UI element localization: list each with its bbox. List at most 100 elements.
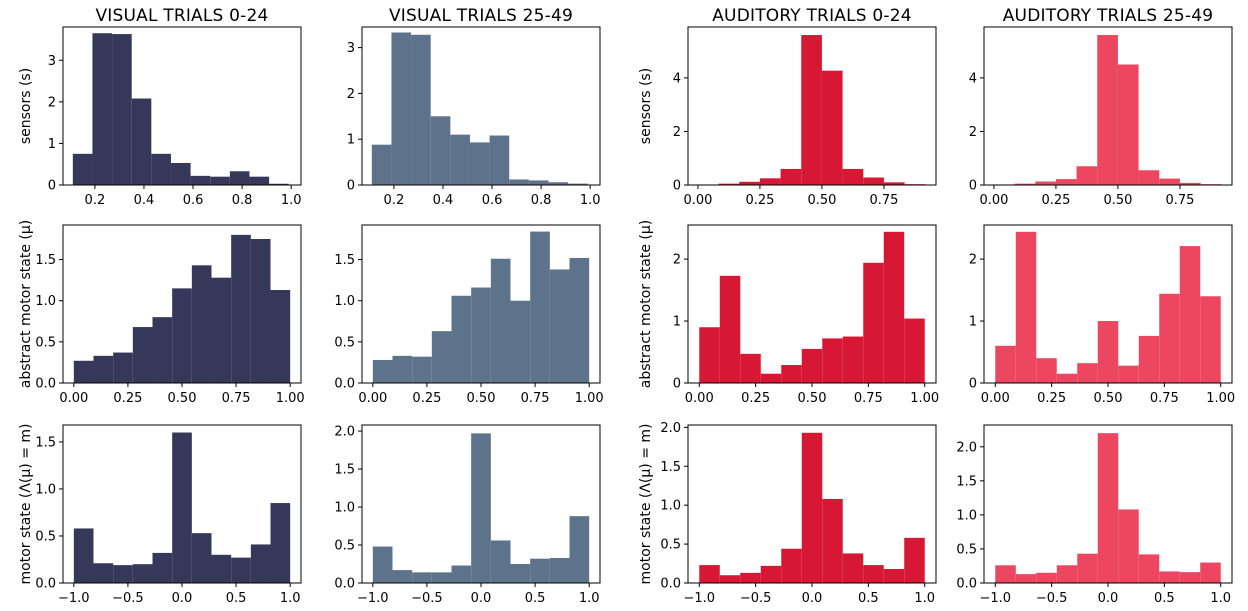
column-title-1: VISUAL TRIALS 0-24	[95, 6, 268, 26]
y-tick-label-0-5: 0.5	[35, 529, 56, 544]
x-tick-label-1-0: −1.0	[979, 591, 1011, 606]
x-tick-label-0-8: 0.8	[232, 193, 253, 208]
y-tick-label-1-0: 1.0	[334, 294, 355, 309]
plot-frame	[62, 26, 302, 186]
bar-r1-c2-bin-4	[430, 116, 451, 185]
panel-r1-c1: 0.2 0.4 0.6 0.8 1.0 0 1 2 3	[48, 26, 302, 208]
y-axis-label-r1-c1: sensors (s)	[18, 68, 34, 144]
bar-r1-c2-bin-7	[489, 135, 510, 185]
bar-r2-c4-bin-11	[1200, 296, 1221, 383]
bar-r3-c2-bin-10	[549, 557, 570, 583]
x-tick-label-0-25: 0.25	[1041, 193, 1070, 208]
y-tick-label-0-0: 0.0	[660, 577, 681, 592]
bar-r1-c2-bin-5	[450, 134, 470, 185]
bar-r3-c1-bin-10	[250, 544, 271, 583]
bar-r1-c1-bin-3	[112, 34, 132, 185]
bar-r3-c2-bin-5	[451, 565, 472, 583]
bar-r3-c1-bin-5	[152, 552, 173, 583]
bar-r2-c1-bin-11	[270, 290, 291, 383]
column-titles: VISUAL TRIALS 0-24 VISUAL TRIALS 25-49 AUD…	[95, 6, 1213, 26]
bar-r1-c1-bin-2	[92, 33, 113, 185]
y-tick-label-0-5: 0.5	[956, 542, 977, 557]
bar-r2-c1-bin-8	[211, 277, 232, 383]
y-tick-label-1-0: 1.0	[660, 499, 681, 514]
bar-r2-c3-bin-9	[863, 262, 884, 383]
panel-r2-c1: 0.00 0.25 0.50 0.75 1.00 0.0 0.5 1.0 1.5	[35, 224, 305, 406]
bar-r2-c4-bin-6	[1097, 321, 1119, 383]
y-tick-label-1: 1	[48, 137, 56, 152]
bar-r1-c2-bin-1	[371, 144, 392, 185]
y-tick-label-2: 2	[673, 125, 681, 140]
bar-r2-c4-bin-9	[1159, 293, 1180, 383]
column-title-3: AUDITORY TRIALS 0-24	[712, 6, 912, 26]
panel-r3-c4: −1.0 −0.5 0.0 0.5 1.0 0.0 0.5 1.0 1.5 2.0	[956, 424, 1233, 606]
bar-r2-c2-bin-9	[530, 231, 550, 383]
x-tick-label-0-8: 0.8	[531, 193, 552, 208]
plot-frame	[361, 26, 601, 186]
x-tick-label-0-4: 0.4	[433, 193, 454, 208]
bar-r3-c4-bin-9	[1159, 571, 1180, 583]
bar-r2-c3-bin-4	[760, 373, 782, 383]
plot-frame	[687, 26, 937, 186]
bar-r2-c3-bin-1	[699, 327, 720, 383]
row-y-labels: sensors (s) sensors (s) abstract motor sta…	[18, 68, 654, 585]
bar-r1-c4-bin-6	[1097, 35, 1118, 185]
bar-r3-c2-bin-11	[569, 516, 590, 583]
x-tick-label-0-25: 0.25	[412, 391, 441, 406]
y-tick-label-1: 1	[347, 133, 355, 148]
y-tick-label-0-0: 0.0	[956, 577, 977, 592]
y-tick-label-0: 0	[969, 377, 977, 392]
y-tick-label-1-5: 1.5	[334, 253, 355, 268]
x-tick-label-0-75: 0.75	[521, 391, 550, 406]
y-tick-label-0-0: 0.0	[35, 377, 56, 392]
bar-r2-c4-bin-5	[1077, 363, 1098, 383]
bar-r1-c4-bin-2	[1014, 183, 1036, 185]
bar-r2-c1-bin-2	[93, 355, 114, 383]
x-tick-label-1-00: 1.00	[910, 391, 939, 406]
y-tick-label-0-0: 0.0	[35, 577, 56, 592]
x-tick-label-0-5: 0.5	[226, 591, 247, 606]
bar-r3-c2-bin-4	[431, 572, 452, 583]
x-tick-label-0-00: 0.00	[981, 391, 1010, 406]
bar-r1-c3-bin-2	[718, 183, 740, 185]
bar-r3-c4-bin-3	[1036, 572, 1057, 583]
bar-r1-c1-bin-11	[269, 183, 289, 185]
y-tick-label-2: 2	[347, 87, 355, 102]
y-tick-label-2: 2	[673, 253, 681, 268]
bar-r1-c4-bin-3	[1035, 181, 1056, 185]
x-tick-label-0-5: −0.5	[112, 591, 144, 606]
bar-r1-c2-bin-2	[391, 32, 412, 185]
bar-r2-c1-bin-4	[132, 327, 153, 383]
bar-r3-c2-bin-7	[490, 540, 511, 583]
x-tick-label-0-5: 0.5	[858, 591, 879, 606]
bar-r2-c2-bin-6	[471, 287, 491, 383]
bar-r2-c3-bin-7	[822, 338, 843, 383]
y-tick-label-2: 2	[969, 253, 977, 268]
y-axis-label-r2-c1: abstract motor state (μ)	[18, 220, 34, 388]
x-tick-label-0-0: 0.0	[172, 591, 193, 606]
y-axis-label-r3-c1: motor state (Λ(μ) = m)	[18, 424, 34, 585]
bar-r3-c1-bin-3	[113, 565, 133, 583]
x-tick-label-0-5: 0.5	[1154, 591, 1175, 606]
x-tick-label-1-0: −1.0	[683, 591, 715, 606]
bar-r3-c3-bin-11	[904, 537, 925, 583]
bar-r2-c1-bin-9	[231, 234, 251, 383]
bar-r1-c2-bin-3	[411, 34, 431, 185]
bar-r1-c4-bin-5	[1076, 166, 1098, 185]
bar-r3-c4-bin-10	[1179, 572, 1201, 583]
bar-r2-c3-bin-8	[842, 336, 864, 383]
y-tick-label-2-0: 2.0	[334, 425, 355, 440]
y-tick-label-0-5: 0.5	[334, 335, 355, 350]
bar-r2-c3-bin-11	[904, 318, 925, 383]
x-tick-label-0-00: 0.00	[979, 193, 1008, 208]
bar-r3-c4-bin-1	[995, 565, 1016, 583]
y-tick-label-0: 0	[673, 377, 681, 392]
bar-r2-c3-bin-10	[883, 231, 905, 383]
y-tick-label-4: 4	[673, 71, 681, 86]
bar-r2-c2-bin-2	[392, 355, 413, 383]
y-tick-label-0-5: 0.5	[660, 538, 681, 553]
x-tick-label-0-50: 0.50	[1094, 391, 1123, 406]
bar-r3-c3-bin-3	[740, 572, 761, 583]
bar-r3-c4-bin-2	[1015, 574, 1037, 583]
